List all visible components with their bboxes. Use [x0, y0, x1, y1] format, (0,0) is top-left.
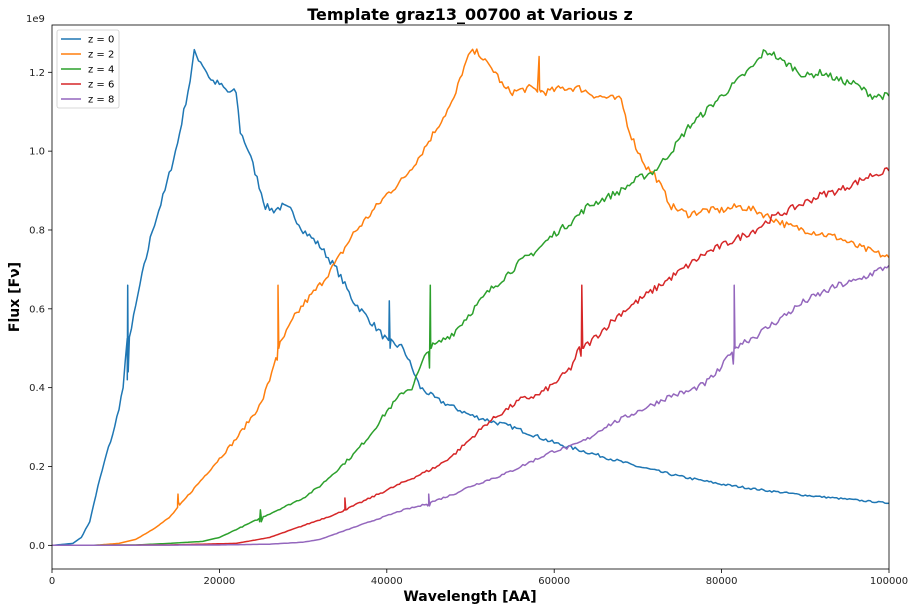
legend-box	[56, 29, 120, 109]
x-tick-label: 20000	[203, 576, 235, 587]
series-line-z-0	[52, 48, 889, 547]
series-line-z-8	[52, 264, 889, 547]
y-tick-label: 1.0	[29, 147, 45, 158]
x-tick-label: 60000	[538, 576, 570, 587]
x-tick-label: 80000	[706, 576, 738, 587]
y-tick-label: 0.0	[29, 541, 45, 552]
y-tick-label: 0.2	[29, 462, 45, 473]
legend-label: z = 8	[88, 95, 114, 106]
legend-label: z = 4	[88, 65, 114, 76]
x-axis-title: Wavelength [AA]	[403, 589, 536, 605]
legend-label: z = 2	[88, 50, 114, 61]
chart-title: Template graz13_00700 at Various z	[307, 5, 633, 24]
plot-frame	[51, 24, 890, 570]
legend-label: z = 0	[88, 35, 114, 46]
legend-label: z = 6	[88, 80, 114, 91]
x-tick-label: 40000	[371, 576, 403, 587]
y-tick-label: 1.2	[29, 68, 45, 79]
series-line-z-2	[52, 48, 889, 547]
y-tick-label: 0.8	[29, 225, 45, 236]
legend: z = 0 z = 2 z = 4 z = 6 z = 8	[56, 29, 120, 109]
y-multiplier-label: 1e9	[26, 14, 45, 25]
y-tick-label: 0.4	[29, 383, 45, 394]
y-axis-title: Flux [Fν]	[7, 262, 23, 332]
series-line-z-4	[52, 49, 889, 547]
axis-ticks: 0 20000 40000 60000 80000 100000 0.0 0.2 0.4 0.6 0…	[29, 68, 908, 587]
x-tick-label: 100000	[870, 576, 908, 587]
plot-area	[52, 48, 889, 547]
y-tick-label: 0.6	[29, 304, 45, 315]
x-tick-label: 0	[49, 576, 55, 587]
